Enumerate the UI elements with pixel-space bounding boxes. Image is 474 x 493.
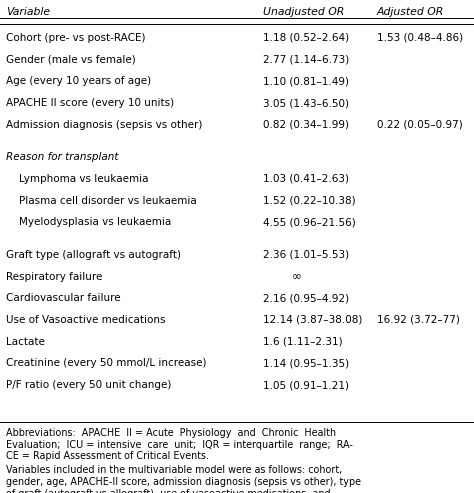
Text: Gender (male vs female): Gender (male vs female) <box>6 55 136 65</box>
Text: Unadjusted OR: Unadjusted OR <box>263 7 344 17</box>
Text: 1.03 (0.41–2.63): 1.03 (0.41–2.63) <box>263 174 349 184</box>
Text: Adjusted OR: Adjusted OR <box>377 7 444 17</box>
Text: APACHE II score (every 10 units): APACHE II score (every 10 units) <box>6 98 174 108</box>
Text: 2.16 (0.95–4.92): 2.16 (0.95–4.92) <box>263 293 349 303</box>
Text: 2.77 (1.14–6.73): 2.77 (1.14–6.73) <box>263 55 349 65</box>
Text: Cohort (pre- vs post-RACE): Cohort (pre- vs post-RACE) <box>6 33 145 43</box>
Text: Graft type (allograft vs autograft): Graft type (allograft vs autograft) <box>6 250 181 260</box>
Text: 1.18 (0.52–2.64): 1.18 (0.52–2.64) <box>263 33 349 43</box>
Text: Lactate: Lactate <box>6 337 45 347</box>
Text: Admission diagnosis (sepsis vs other): Admission diagnosis (sepsis vs other) <box>6 120 202 130</box>
Text: 1.14 (0.95–1.35): 1.14 (0.95–1.35) <box>263 358 349 368</box>
Text: 2.36 (1.01–5.53): 2.36 (1.01–5.53) <box>263 250 349 260</box>
Text: Reason for transplant: Reason for transplant <box>6 152 118 162</box>
Text: 4.55 (0.96–21.56): 4.55 (0.96–21.56) <box>263 217 356 227</box>
Text: 1.05 (0.91–1.21): 1.05 (0.91–1.21) <box>263 380 349 390</box>
Text: 1.53 (0.48–4.86): 1.53 (0.48–4.86) <box>377 33 463 43</box>
Text: Lymphoma vs leukaemia: Lymphoma vs leukaemia <box>6 174 148 184</box>
Text: 1.6 (1.11–2.31): 1.6 (1.11–2.31) <box>263 337 343 347</box>
Text: Age (every 10 years of age): Age (every 10 years of age) <box>6 76 151 86</box>
Text: Use of Vasoactive medications: Use of Vasoactive medications <box>6 315 165 325</box>
Text: Abbreviations:  APACHE  II = Acute  Physiology  and  Chronic  Health
Evaluation;: Abbreviations: APACHE II = Acute Physiol… <box>6 428 353 461</box>
Text: 16.92 (3.72–77): 16.92 (3.72–77) <box>377 315 460 325</box>
Text: 1.52 (0.22–10.38): 1.52 (0.22–10.38) <box>263 196 356 206</box>
Text: Creatinine (every 50 mmol/L increase): Creatinine (every 50 mmol/L increase) <box>6 358 206 368</box>
Text: 12.14 (3.87–38.08): 12.14 (3.87–38.08) <box>263 315 363 325</box>
Text: Myelodysplasia vs leukaemia: Myelodysplasia vs leukaemia <box>6 217 171 227</box>
Text: Plasma cell disorder vs leukaemia: Plasma cell disorder vs leukaemia <box>6 196 196 206</box>
Text: ∞: ∞ <box>292 270 301 283</box>
Text: Respiratory failure: Respiratory failure <box>6 272 102 282</box>
Text: Variables included in the multivariable model were as follows: cohort,
gender, a: Variables included in the multivariable … <box>6 465 361 493</box>
Text: P/F ratio (every 50 unit change): P/F ratio (every 50 unit change) <box>6 380 171 390</box>
Text: Variable: Variable <box>6 7 50 17</box>
Text: 0.22 (0.05–0.97): 0.22 (0.05–0.97) <box>377 120 463 130</box>
Text: 3.05 (1.43–6.50): 3.05 (1.43–6.50) <box>263 98 349 108</box>
Text: 1.10 (0.81–1.49): 1.10 (0.81–1.49) <box>263 76 349 86</box>
Text: Cardiovascular failure: Cardiovascular failure <box>6 293 120 303</box>
Text: 0.82 (0.34–1.99): 0.82 (0.34–1.99) <box>263 120 349 130</box>
